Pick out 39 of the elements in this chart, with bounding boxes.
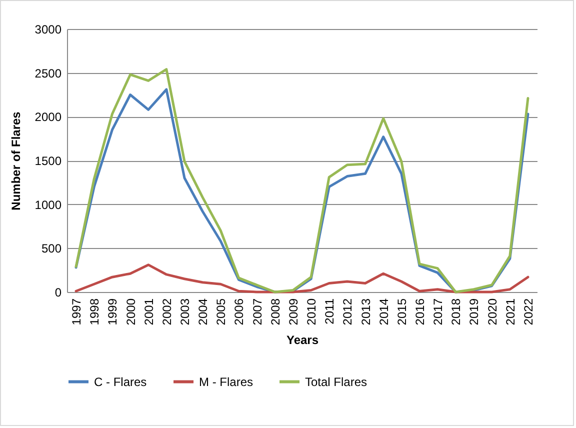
x-tick-label: 2013: [358, 298, 373, 326]
x-tick-label: 2001: [142, 298, 156, 326]
x-tick-label: 2005: [214, 298, 228, 326]
y-axis-title: Number of Flares: [8, 111, 23, 210]
x-tick-label: 2015: [394, 298, 409, 326]
legend-label: C - Flares: [94, 374, 147, 389]
x-axis-title: Years: [286, 333, 319, 348]
y-tick-label: 500: [41, 242, 62, 256]
x-tick-label: 2006: [232, 298, 246, 326]
line-series: [74, 264, 530, 294]
legend-label: Total Flares: [305, 374, 368, 389]
x-tick-label: 2007: [250, 298, 264, 326]
x-tick-label: 2000: [124, 298, 138, 326]
x-tick-label: 2018: [449, 298, 464, 326]
x-tick-label: 2019: [467, 298, 482, 326]
x-tick-label: 2016: [413, 298, 427, 326]
x-tick-label: 1997: [70, 298, 84, 326]
y-tick-label: 0: [54, 286, 62, 300]
x-tick-label: 2010: [304, 298, 319, 326]
x-tick-label: 1999: [106, 298, 120, 326]
x-tick-label: 2012: [340, 298, 355, 326]
x-tick-label: 2021: [503, 298, 518, 326]
y-tick-label: 2000: [34, 110, 62, 124]
x-tick-label: 2004: [196, 298, 210, 326]
x-tick-label: 1998: [88, 298, 102, 326]
y-tick-label: 1500: [34, 154, 62, 168]
x-tick-label: 2020: [485, 298, 500, 326]
x-tick-label: 2022: [521, 298, 536, 326]
x-tick-label: 2017: [431, 298, 446, 326]
y-tick-label: 3000: [34, 22, 62, 36]
x-tick-label: 2011: [322, 298, 337, 324]
x-tick-label: 2008: [268, 298, 282, 326]
y-tick-label: 2500: [34, 66, 62, 80]
y-tick-label: 1000: [34, 198, 62, 212]
x-tick-label: 2009: [286, 298, 300, 326]
x-tick-label: 2002: [160, 298, 174, 326]
x-tick-label: 2003: [178, 298, 192, 326]
legend-label: M - Flares: [199, 374, 253, 389]
x-tick-label: 2014: [376, 298, 391, 326]
